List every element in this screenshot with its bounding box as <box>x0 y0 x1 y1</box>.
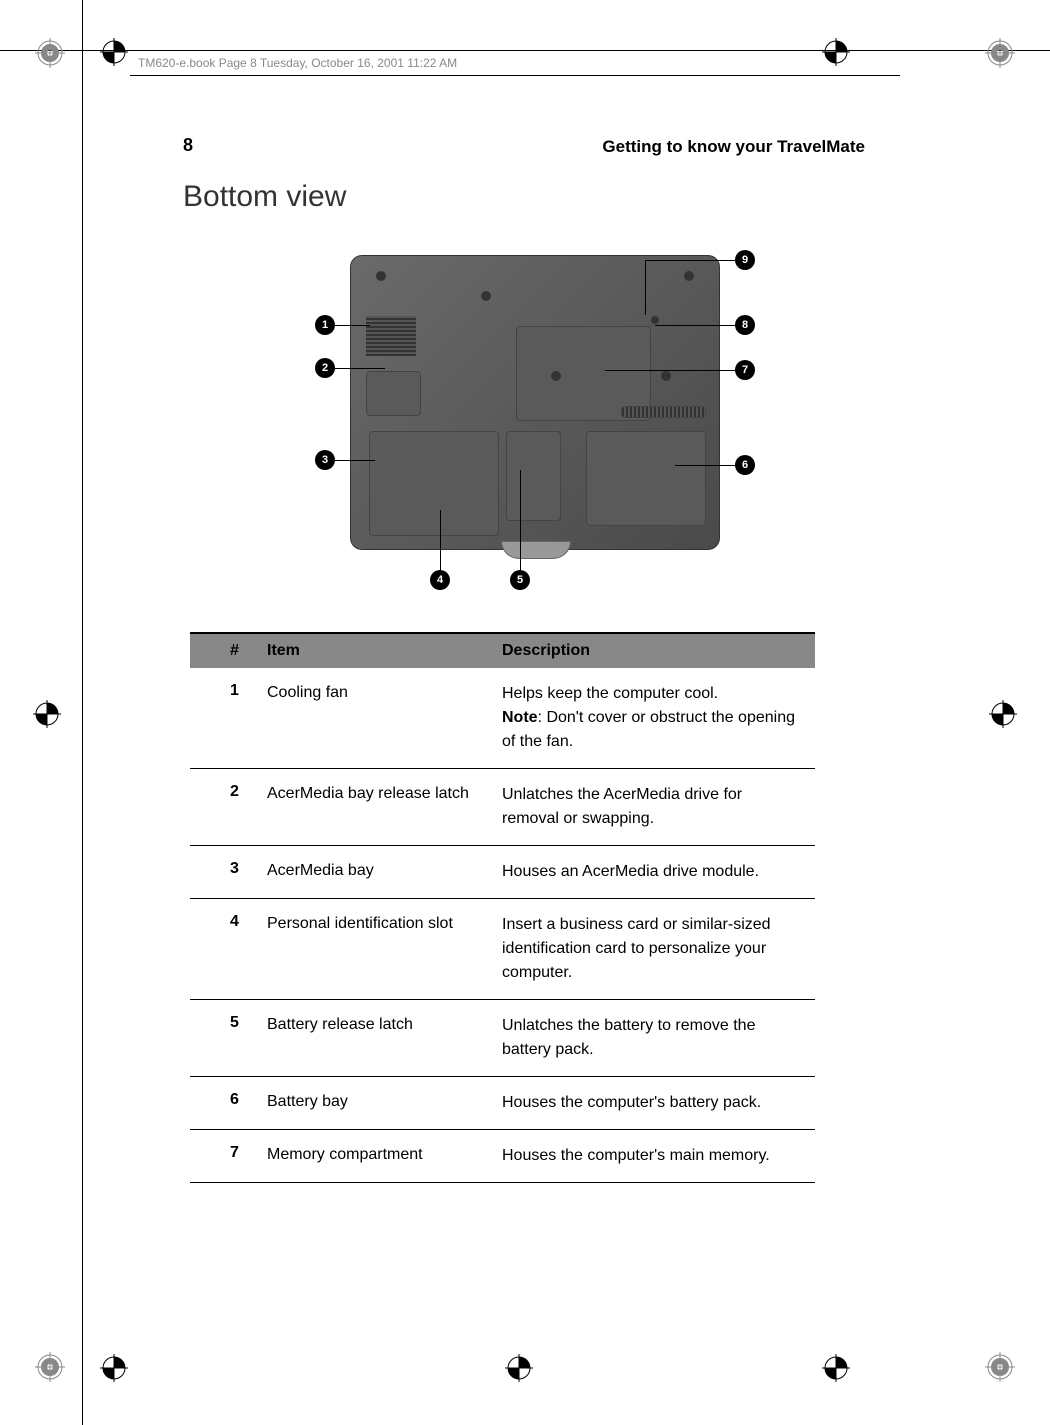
registration-mark-tr2 <box>822 38 850 71</box>
screw <box>376 271 386 281</box>
panel-battery <box>586 431 706 526</box>
registration-mark-br <box>985 1352 1015 1387</box>
cell-item: AcerMedia bay <box>267 860 502 884</box>
callout-9-line <box>645 260 735 261</box>
screw <box>551 371 561 381</box>
th-item: Item <box>267 642 502 660</box>
table-row: 3 AcerMedia bay Houses an AcerMedia driv… <box>190 846 815 899</box>
callout-3-line <box>335 460 375 461</box>
cell-item: Personal identification slot <box>267 913 502 985</box>
callout-5: 5 <box>510 570 530 590</box>
registration-mark-bc <box>505 1354 533 1387</box>
callout-7: 7 <box>735 360 755 380</box>
desc-text: Helps keep the computer cool. <box>502 685 718 702</box>
callout-3: 3 <box>315 450 335 470</box>
registration-mark-tl2 <box>100 38 128 71</box>
cell-desc: Houses an AcerMedia drive module. <box>502 860 803 884</box>
screw <box>661 371 671 381</box>
crop-line-top <box>0 50 1050 51</box>
th-desc: Description <box>502 642 803 660</box>
callout-4: 4 <box>430 570 450 590</box>
chapter-title: Getting to know your TravelMate <box>602 137 865 157</box>
cell-item: Battery release latch <box>267 1014 502 1062</box>
parts-table: # Item Description 1 Cooling fan Helps k… <box>190 632 815 1183</box>
cell-desc: Houses the computer's battery pack. <box>502 1091 803 1115</box>
callout-6-line <box>675 465 735 466</box>
cell-num: 7 <box>202 1144 267 1168</box>
cell-num: 3 <box>202 860 267 884</box>
cell-item: Cooling fan <box>267 682 502 754</box>
callout-2-line <box>335 368 385 369</box>
registration-mark-left <box>33 700 61 733</box>
header-underline <box>130 75 900 76</box>
registration-mark-tl <box>35 38 65 73</box>
callout-9-line-v <box>645 260 646 315</box>
cell-num: 2 <box>202 783 267 831</box>
cell-desc: Houses the computer's main memory. <box>502 1144 803 1168</box>
crop-line-left <box>82 0 83 1425</box>
callout-1-line <box>335 325 370 326</box>
callout-5-line <box>520 470 521 570</box>
cell-desc: Unlatches the AcerMedia drive for remova… <box>502 783 803 831</box>
cell-desc: Helps keep the computer cool. Note: Don'… <box>502 682 803 754</box>
section-heading: Bottom view <box>183 180 346 214</box>
callout-2: 2 <box>315 358 335 378</box>
table-row: 4 Personal identification slot Insert a … <box>190 899 815 1000</box>
table-row: 7 Memory compartment Houses the computer… <box>190 1130 815 1183</box>
callout-9: 9 <box>735 250 755 270</box>
registration-mark-bl <box>35 1352 65 1387</box>
registration-mark-right <box>989 700 1017 733</box>
panel-acermedia <box>369 431 499 536</box>
cell-num: 6 <box>202 1091 267 1115</box>
registration-mark-br2 <box>822 1354 850 1387</box>
cell-item: Battery bay <box>267 1091 502 1115</box>
cooling-vent <box>366 316 416 356</box>
callout-8: 8 <box>735 315 755 335</box>
cell-item: AcerMedia bay release latch <box>267 783 502 831</box>
table-header: # Item Description <box>190 632 815 668</box>
cell-item: Memory compartment <box>267 1144 502 1168</box>
screw <box>684 271 694 281</box>
registration-mark-bl2 <box>100 1354 128 1387</box>
cell-num: 4 <box>202 913 267 985</box>
screw <box>651 316 659 324</box>
diagram-bottom-view: 1 2 3 4 5 6 7 8 9 <box>265 240 755 595</box>
cell-desc: Unlatches the battery to remove the batt… <box>502 1014 803 1062</box>
th-num: # <box>202 642 267 660</box>
table-row: 6 Battery bay Houses the computer's batt… <box>190 1077 815 1130</box>
laptop-chassis <box>350 255 720 550</box>
callout-7-line <box>605 370 735 371</box>
table-row: 1 Cooling fan Helps keep the computer co… <box>190 668 815 769</box>
panel-strip <box>621 406 706 418</box>
callout-4-line <box>440 510 441 570</box>
table-row: 2 AcerMedia bay release latch Unlatches … <box>190 769 815 846</box>
registration-mark-tr <box>985 38 1015 73</box>
page-number: 8 <box>183 135 193 156</box>
table-row: 5 Battery release latch Unlatches the ba… <box>190 1000 815 1077</box>
screw <box>481 291 491 301</box>
desc-text-2: : Don't cover or obstruct the opening of… <box>502 709 795 750</box>
callout-1: 1 <box>315 315 335 335</box>
header-text: TM620-e.book Page 8 Tuesday, October 16,… <box>138 56 457 70</box>
cell-num: 1 <box>202 682 267 754</box>
panel-id-slot <box>506 431 561 521</box>
cell-desc: Insert a business card or similar-sized … <box>502 913 803 985</box>
thumb-notch <box>501 541 571 559</box>
callout-8-line <box>655 325 735 326</box>
panel-1 <box>366 371 421 416</box>
cell-num: 5 <box>202 1014 267 1062</box>
callout-6: 6 <box>735 455 755 475</box>
note-label: Note <box>502 709 538 726</box>
